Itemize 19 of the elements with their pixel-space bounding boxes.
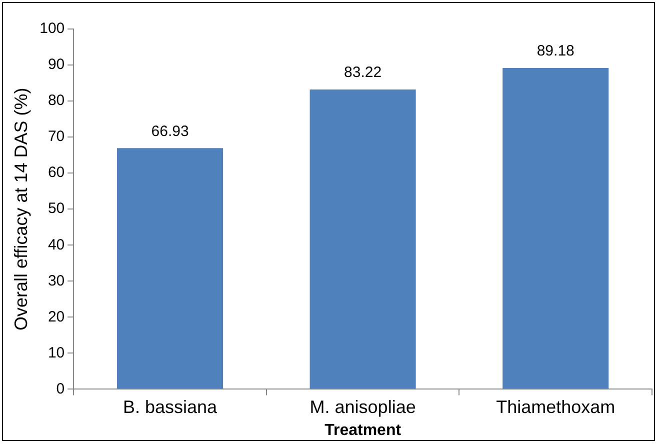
y-tick-label: 0 <box>56 380 65 398</box>
y-axis-title: Overall efficacy at 14 DAS (%) <box>10 88 31 330</box>
y-tick-label: 60 <box>48 164 65 182</box>
x-tick-label: M. anisopliae <box>310 396 416 417</box>
data-label: 66.93 <box>151 122 189 140</box>
y-tick-label: 100 <box>40 20 65 38</box>
y-tick-label: 10 <box>48 344 65 362</box>
x-axis-title: Treatment <box>324 422 402 439</box>
y-tick-label: 50 <box>48 200 65 218</box>
y-tick-label: 40 <box>48 236 65 254</box>
data-label: 83.22 <box>344 64 382 82</box>
y-tick-label: 30 <box>48 272 65 290</box>
y-tick-label: 90 <box>48 56 65 74</box>
x-tick-label: Thiamethoxam <box>496 396 616 417</box>
y-tick-label: 20 <box>48 308 65 326</box>
y-tick-label: 80 <box>48 92 65 110</box>
data-label: 89.18 <box>536 42 574 60</box>
x-tick-label: B. bassiana <box>122 396 218 417</box>
y-tick-label: 70 <box>48 128 65 146</box>
